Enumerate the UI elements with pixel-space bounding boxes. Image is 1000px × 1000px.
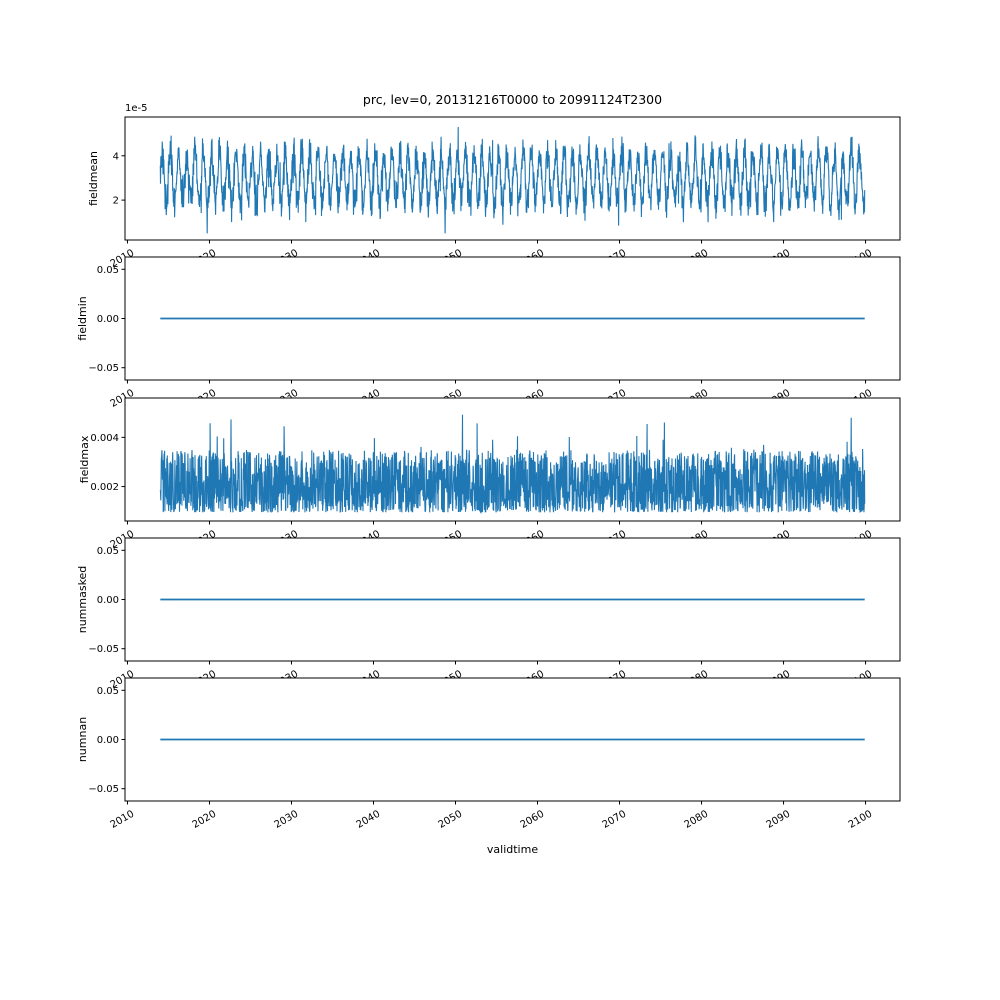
axes-frame (124, 397, 901, 522)
y-tick-label: 0.00 (97, 595, 119, 606)
x-tick-label: 2010 (109, 809, 137, 831)
y-axis-label: nummasked (76, 566, 89, 634)
y-tick-label: 0.05 (97, 546, 119, 557)
x-tick-label: 2060 (519, 809, 547, 831)
y-axis-label: fieldmax (78, 435, 91, 483)
x-tick-label: 2090 (765, 809, 793, 831)
axes-frame (124, 116, 901, 241)
x-tick-label: 2050 (437, 809, 465, 831)
y-tick-label: 0.002 (90, 482, 119, 493)
y-tick-label: 2 (113, 196, 119, 207)
y-tick-label: 4 (113, 151, 119, 162)
x-tick-label: 2070 (601, 809, 629, 831)
subplot-fieldmin: 0.050.00−0.05201020202030204020502060207… (76, 256, 901, 410)
y-tick-label: −0.05 (88, 784, 119, 795)
subplot-numnan: 0.05 0.00 −0.05 2010 2020 2030 2040 2050 2060 207… (76, 677, 901, 831)
y-tick-label: 0.00 (97, 735, 119, 746)
y-tick-label: −0.05 (88, 363, 119, 374)
y-offset-label: 1e-5 (125, 103, 148, 114)
series-fieldmean (159, 126, 866, 234)
figure-title: prc, lev=0, 20131216T0000 to 20991124T23… (362, 92, 663, 107)
x-tick-label: 2040 (355, 809, 383, 831)
x-tick-label: 2080 (683, 809, 711, 831)
y-axis-label: fieldmean (87, 151, 100, 206)
y-tick-label: 0.004 (90, 433, 119, 444)
subplot-fieldmax: 0.0040.002201020202030204020502060207020… (78, 397, 901, 551)
y-tick-label: 0.05 (97, 265, 119, 276)
x-tick-label: 2030 (273, 809, 301, 831)
x-axis-label: validtime (486, 843, 539, 856)
y-axis-label: fieldmin (76, 296, 89, 341)
series-fieldmax (159, 414, 866, 515)
y-axis-label: numnan (76, 717, 89, 762)
x-tick-label: 2100 (847, 809, 875, 831)
subplot-fieldmean: 2420102020203020402050206020702080209021… (87, 103, 901, 270)
y-tick-label: 0.05 (97, 686, 119, 697)
x-tick-label: 2020 (191, 809, 219, 831)
y-tick-label: −0.05 (88, 644, 119, 655)
y-tick-label: 0.00 (97, 314, 119, 325)
subplot-nummasked: 0.050.00−0.05201020202030204020502060207… (76, 537, 901, 691)
